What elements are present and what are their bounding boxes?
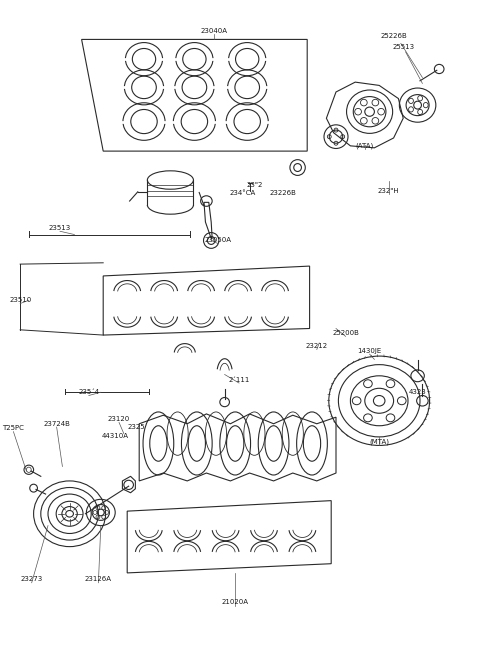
Text: 25226B: 25226B — [380, 33, 407, 39]
Text: 232"H: 232"H — [378, 187, 400, 194]
Text: 2325: 2325 — [127, 424, 144, 430]
Text: 21020A: 21020A — [222, 599, 249, 606]
Text: 23120: 23120 — [108, 416, 130, 422]
Text: 4323: 4323 — [409, 389, 426, 396]
Text: 25200B: 25200B — [332, 330, 359, 336]
Text: 23126A: 23126A — [85, 576, 112, 583]
Text: 1430JE: 1430JE — [358, 348, 382, 354]
Text: 235´4: 235´4 — [78, 389, 99, 396]
Text: 23050A: 23050A — [205, 237, 232, 244]
Text: T25PC: T25PC — [2, 425, 24, 432]
Text: 23040A: 23040A — [200, 28, 227, 34]
Text: 23"2: 23"2 — [246, 182, 263, 189]
Text: 23510: 23510 — [9, 297, 31, 304]
Text: 23513: 23513 — [49, 225, 71, 231]
Text: 44310A: 44310A — [102, 432, 129, 439]
Text: 25513: 25513 — [392, 44, 414, 51]
Text: 23273: 23273 — [21, 576, 43, 583]
Text: (MTA): (MTA) — [369, 439, 389, 445]
Text: 23226B: 23226B — [270, 190, 297, 196]
Text: 2´111: 2´111 — [228, 376, 250, 383]
Text: 23212: 23212 — [306, 343, 328, 350]
Text: 23724B: 23724B — [43, 420, 70, 427]
Text: 234°CA: 234°CA — [229, 190, 255, 196]
Text: (ATA): (ATA) — [356, 143, 374, 149]
